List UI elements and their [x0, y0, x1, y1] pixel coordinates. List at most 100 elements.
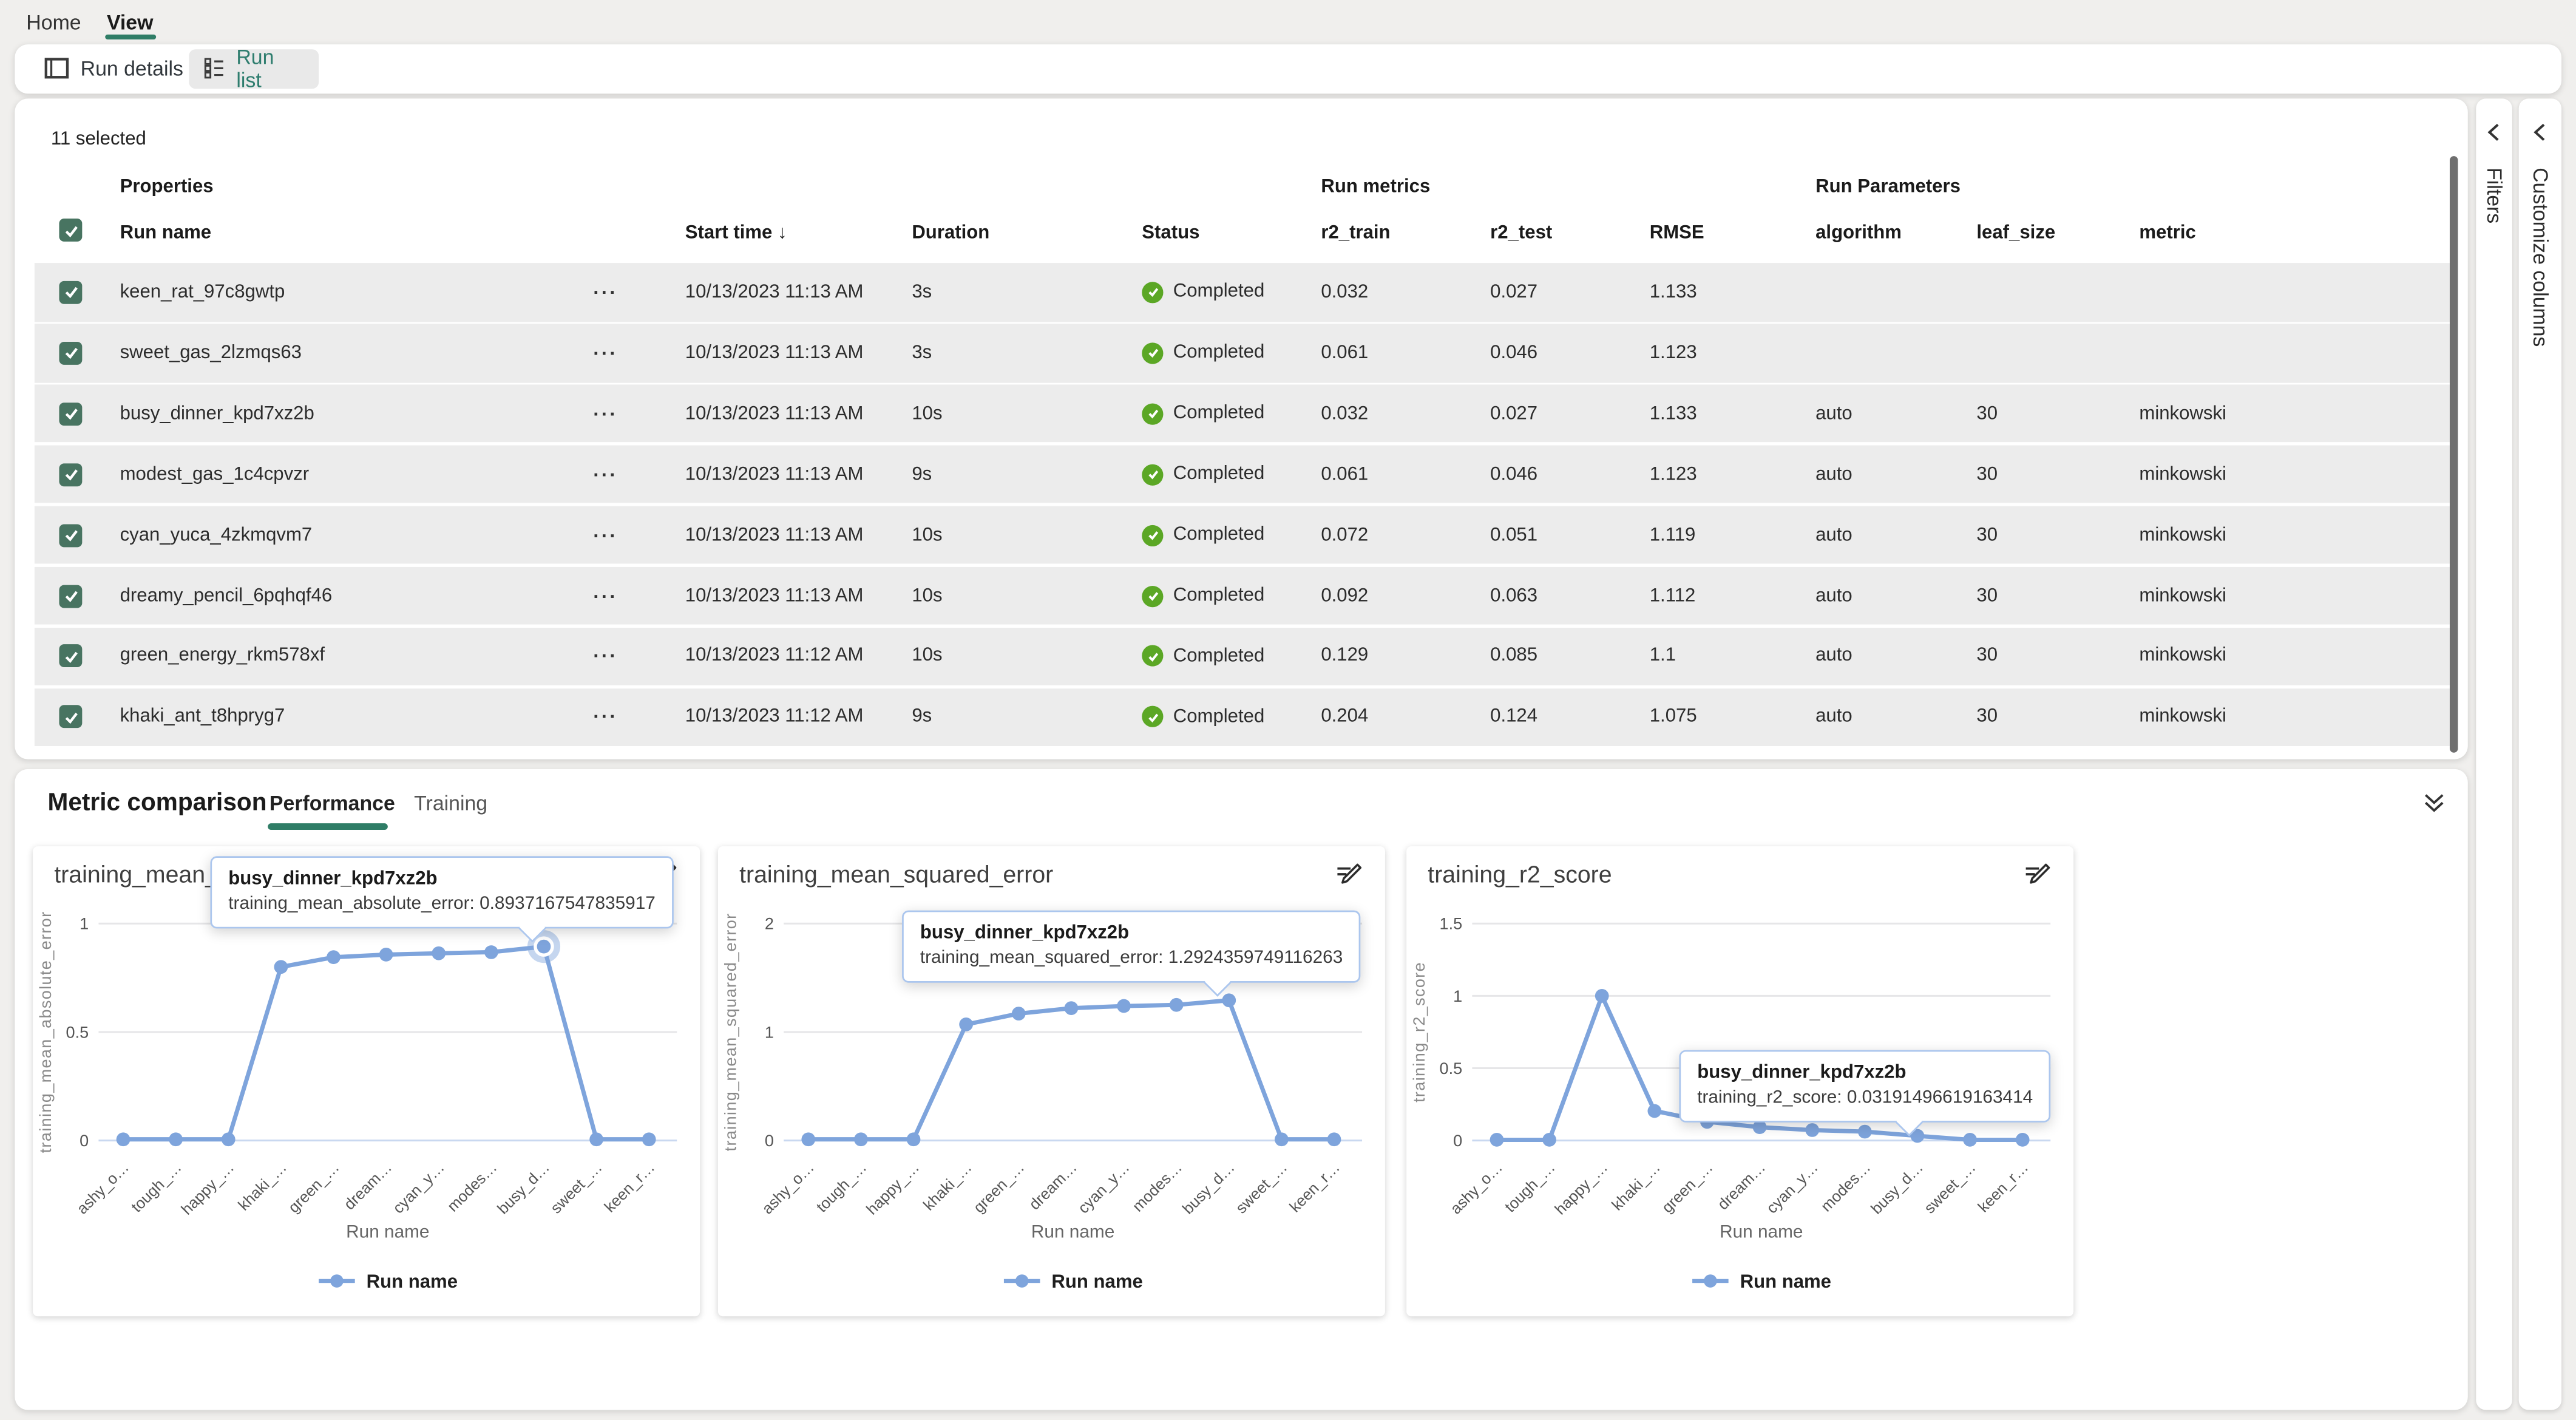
chart-tooltip: busy_dinner_kpd7xz2b training_mean_absolu…: [210, 856, 674, 942]
row-checkbox[interactable]: [59, 341, 83, 365]
cell-name[interactable]: sweet_gas_2lzmqs63: [120, 343, 302, 363]
cell-name[interactable]: green_energy_rkm578xf: [120, 647, 325, 667]
svg-text:cyan_y…: cyan_y…: [1763, 1159, 1822, 1217]
table-row[interactable]: dreamy_pencil_6pqhqf46 10/13/2023 11:13 A…: [34, 566, 2452, 625]
table-row[interactable]: cyan_yuca_4zkmqvm7 10/13/2023 11:13 AM 10s…: [34, 506, 2452, 565]
run-list-button[interactable]: Run list: [189, 45, 319, 91]
cell-start_time: 10/13/2023 11:12 AM: [685, 647, 864, 667]
row-checkbox[interactable]: [59, 463, 83, 486]
row-more-options-button[interactable]: ···: [593, 584, 618, 608]
filters-panel[interactable]: Filters: [2476, 98, 2512, 1410]
column-header-leaf_size[interactable]: leaf_size: [1976, 223, 2056, 243]
row-more-options-button[interactable]: ···: [593, 523, 618, 547]
edit-chart-button[interactable]: [2021, 860, 2057, 896]
cell-duration: 9s: [912, 464, 932, 484]
cell-duration: 10s: [912, 647, 943, 667]
svg-text:Run name: Run name: [346, 1221, 429, 1242]
cell-start_time: 10/13/2023 11:12 AM: [685, 707, 864, 727]
svg-text:ashy_o…: ashy_o…: [759, 1159, 818, 1218]
cell-r2_test: 0.124: [1490, 707, 1538, 727]
cell-name[interactable]: keen_rat_97c8gwtp: [120, 282, 285, 302]
column-header-algorithm[interactable]: algorithm: [1815, 223, 1902, 243]
select-all-checkbox[interactable]: [59, 219, 83, 242]
pencil-icon: [1337, 863, 1362, 884]
row-more-options-button[interactable]: ···: [593, 341, 618, 365]
svg-text:modes…: modes…: [1818, 1159, 1874, 1215]
cell-r2_test: 0.027: [1490, 404, 1538, 424]
cell-duration: 10s: [912, 404, 943, 424]
cell-name[interactable]: cyan_yuca_4zkmqvm7: [120, 525, 313, 545]
cell-duration: 10s: [912, 586, 943, 606]
cell-algorithm: auto: [1815, 586, 1852, 606]
row-checkbox[interactable]: [59, 523, 83, 547]
row-more-options-button[interactable]: ···: [593, 463, 618, 486]
completed-status-icon: [1142, 403, 1164, 424]
svg-text:ashy_o…: ashy_o…: [1447, 1159, 1506, 1218]
cell-duration: 3s: [912, 343, 932, 363]
table-vertical-scrollbar[interactable]: [2449, 156, 2458, 753]
filters-panel-label: Filters: [2483, 168, 2506, 224]
column-header-r2_test[interactable]: r2_test: [1490, 223, 1553, 243]
cell-rmse: 1.123: [1649, 464, 1697, 484]
row-checkbox[interactable]: [59, 705, 83, 729]
tab-training[interactable]: Training: [414, 792, 488, 815]
table-row[interactable]: keen_rat_97c8gwtp 10/13/2023 11:13 AM 3s Co…: [34, 263, 2452, 322]
svg-text:1: 1: [765, 1023, 774, 1041]
cell-name[interactable]: khaki_ant_t8hpryg7: [120, 707, 285, 727]
run-details-button[interactable]: Run details: [30, 49, 198, 88]
chart-tooltip: busy_dinner_kpd7xz2b training_r2_score: 0…: [1679, 1050, 2051, 1136]
cell-r2_test: 0.027: [1490, 282, 1538, 302]
row-checkbox[interactable]: [59, 584, 83, 608]
cell-r2_test: 0.046: [1490, 343, 1538, 363]
customize-columns-panel[interactable]: Customize columns: [2518, 98, 2562, 1410]
svg-text:2: 2: [765, 915, 774, 933]
svg-text:training_mean_absolute_error: training_mean_absolute_error: [36, 911, 55, 1153]
run-details-label: Run details: [80, 56, 183, 80]
tab-home[interactable]: Home: [26, 11, 81, 35]
cell-start_time: 10/13/2023 11:13 AM: [685, 525, 864, 545]
line-chart[interactable]: 2 1 0 training_mean_squared_error ashy_o…tou…: [718, 846, 1385, 1316]
tab-view[interactable]: View: [106, 11, 154, 35]
collapse-section-button[interactable]: [2422, 790, 2448, 817]
table-row[interactable]: sweet_gas_2lzmqs63 10/13/2023 11:13 AM 3s C…: [34, 324, 2452, 382]
cell-metric: minkowski: [2139, 647, 2226, 667]
column-header-rmse[interactable]: RMSE: [1649, 223, 1704, 243]
edit-chart-button[interactable]: [1332, 860, 1369, 896]
column-header-metric[interactable]: metric: [2139, 223, 2196, 243]
svg-text:happy_…: happy_…: [864, 1159, 923, 1218]
cell-name[interactable]: dreamy_pencil_6pqhqf46: [120, 586, 333, 606]
toolbar: Run details Run list: [15, 43, 2562, 93]
column-header-status[interactable]: Status: [1142, 223, 1200, 243]
row-more-options-button[interactable]: ···: [593, 402, 618, 426]
column-header-r2_train[interactable]: r2_train: [1321, 223, 1391, 243]
svg-text:modes…: modes…: [444, 1159, 501, 1215]
cell-r2_train: 0.072: [1321, 525, 1369, 545]
row-more-options-button[interactable]: ···: [593, 645, 618, 668]
row-checkbox[interactable]: [59, 645, 83, 668]
row-more-options-button[interactable]: ···: [593, 705, 618, 729]
table-row[interactable]: modest_gas_1c4cpvzr 10/13/2023 11:13 AM 9s…: [34, 445, 2452, 504]
line-chart[interactable]: 1 0.5 0 training_mean_absolute_error ashy_o……: [33, 846, 700, 1316]
run-list-table-card: 11 selected Properties Run metrics Run P…: [15, 98, 2468, 759]
svg-text:training_mean_squared_error: training_mean_squared_error: [722, 912, 740, 1151]
table-row[interactable]: green_energy_rkm578xf 10/13/2023 11:12 AM…: [34, 627, 2452, 686]
double-chevron-down-icon: [2425, 794, 2444, 812]
cell-r2_train: 0.032: [1321, 282, 1369, 302]
row-more-options-button[interactable]: ···: [593, 280, 618, 304]
row-checkbox[interactable]: [59, 280, 83, 304]
tab-performance[interactable]: Performance: [269, 792, 395, 815]
cell-name[interactable]: modest_gas_1c4cpvzr: [120, 464, 310, 484]
table-row[interactable]: khaki_ant_t8hpryg7 10/13/2023 11:12 AM 9s C…: [34, 688, 2452, 747]
column-header-name[interactable]: Run name: [120, 223, 212, 243]
table-row[interactable]: busy_dinner_kpd7xz2b 10/13/2023 11:13 AM 1…: [34, 384, 2452, 443]
tooltip-run-name: busy_dinner_kpd7xz2b: [1697, 1063, 1907, 1083]
svg-text:keen_r…: keen_r…: [1287, 1159, 1344, 1216]
checkbox-check-icon: [59, 219, 83, 242]
row-checkbox[interactable]: [59, 402, 83, 426]
cell-leaf_size: 30: [1976, 647, 1998, 667]
column-header-start_time[interactable]: Start time ↓: [685, 223, 787, 243]
column-header-duration[interactable]: Duration: [912, 223, 990, 243]
cell-name[interactable]: busy_dinner_kpd7xz2b: [120, 404, 314, 424]
panel-left-icon: [44, 58, 69, 79]
